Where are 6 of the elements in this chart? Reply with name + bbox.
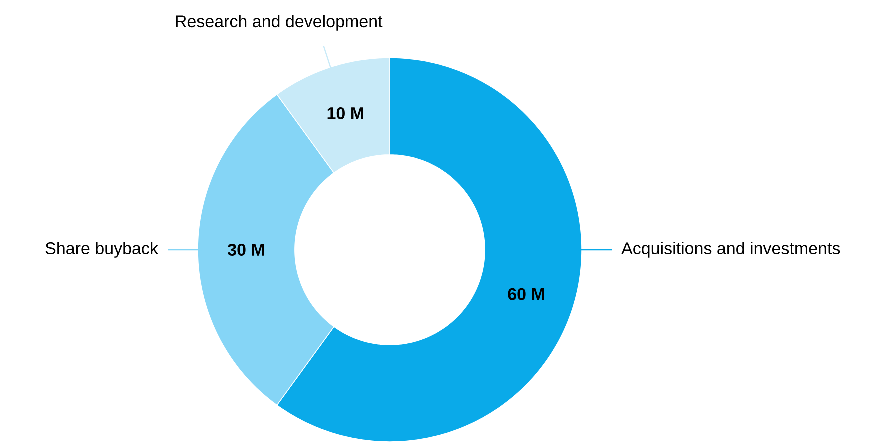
data-label: 10 M [328,107,364,120]
data-label: 60 M [508,288,544,300]
slice-label: Research and development [176,14,383,31]
data-label: 30 M [228,244,264,256]
slice-label: Share buyback [46,242,158,258]
slice-label: Acquisitions and investments [622,242,840,258]
